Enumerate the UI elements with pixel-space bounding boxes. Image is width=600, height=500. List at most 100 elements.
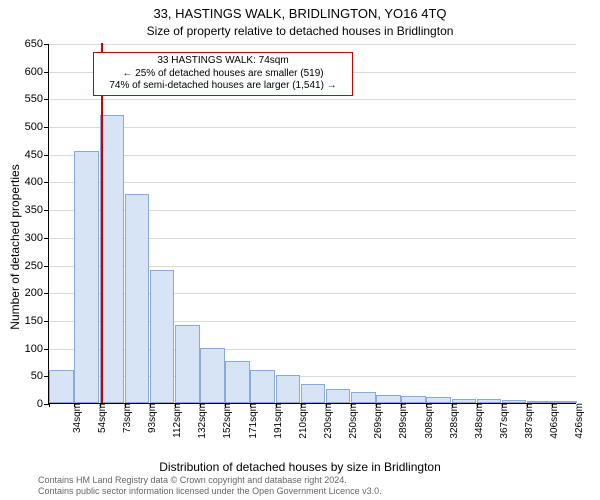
x-axis-label: Distribution of detached houses by size …: [0, 460, 600, 474]
x-tick-label: 54sqm: [91, 403, 108, 433]
histogram-bar: [150, 270, 175, 403]
histogram-bar: [200, 348, 225, 403]
x-tick-label: 171sqm: [242, 403, 259, 439]
x-tick-label: 348sqm: [468, 403, 485, 439]
annotation-line2: ← 25% of detached houses are smaller (51…: [98, 68, 348, 81]
y-tick-mark: [44, 404, 49, 405]
x-tick-mark: [250, 403, 251, 407]
copyright-line2: Contains public sector information licen…: [38, 486, 382, 496]
x-tick-mark: [452, 403, 453, 407]
y-tick-mark: [44, 99, 49, 100]
gridline: [49, 155, 576, 156]
y-tick-label: 600: [25, 66, 43, 78]
y-tick-mark: [44, 321, 49, 322]
x-tick-label: 328sqm: [443, 403, 460, 439]
x-tick-mark: [150, 403, 151, 407]
y-tick-label: 500: [25, 121, 43, 133]
histogram-bar: [49, 370, 74, 403]
x-tick-mark: [125, 403, 126, 407]
annotation-box: 33 HASTINGS WALK: 74sqm ← 25% of detache…: [93, 52, 353, 96]
y-tick-mark: [44, 238, 49, 239]
histogram-bar: [125, 194, 150, 403]
annotation-line1: 33 HASTINGS WALK: 74sqm: [98, 55, 348, 68]
x-tick-mark: [175, 403, 176, 407]
x-tick-mark: [225, 403, 226, 407]
x-tick-mark: [49, 403, 50, 407]
gridline: [49, 182, 576, 183]
x-tick-label: 210sqm: [292, 403, 309, 439]
histogram-bar: [175, 325, 200, 403]
x-tick-mark: [74, 403, 75, 407]
gridline: [49, 127, 576, 128]
y-tick-mark: [44, 44, 49, 45]
x-tick-mark: [401, 403, 402, 407]
histogram-bar: [225, 361, 250, 403]
x-tick-label: 406sqm: [543, 403, 560, 439]
y-tick-label: 450: [25, 149, 43, 161]
histogram-bar: [250, 370, 275, 403]
y-tick-label: 0: [37, 398, 43, 410]
x-tick-mark: [426, 403, 427, 407]
chart-container: 33, HASTINGS WALK, BRIDLINGTON, YO16 4TQ…: [0, 0, 600, 500]
x-tick-label: 269sqm: [367, 403, 384, 439]
x-tick-label: 387sqm: [518, 403, 535, 439]
x-tick-label: 112sqm: [166, 403, 183, 438]
x-tick-mark: [276, 403, 277, 407]
histogram-bar: [301, 384, 326, 403]
x-tick-mark: [502, 403, 503, 407]
chart-title-sub: Size of property relative to detached ho…: [0, 24, 600, 38]
x-tick-label: 73sqm: [116, 403, 133, 433]
x-tick-mark: [351, 403, 352, 407]
y-tick-label: 50: [31, 370, 43, 382]
y-tick-label: 400: [25, 176, 43, 188]
y-tick-label: 150: [25, 315, 43, 327]
x-tick-label: 308sqm: [418, 403, 435, 439]
x-tick-label: 367sqm: [493, 403, 510, 439]
x-tick-mark: [301, 403, 302, 407]
x-tick-mark: [100, 403, 101, 407]
x-tick-label: 230sqm: [317, 403, 334, 439]
y-tick-label: 350: [25, 204, 43, 216]
y-tick-mark: [44, 182, 49, 183]
histogram-bar: [326, 389, 351, 403]
histogram-bar: [100, 115, 125, 403]
x-tick-label: 426sqm: [568, 403, 585, 439]
property-marker-line: [101, 43, 103, 403]
y-tick-label: 300: [25, 232, 43, 244]
y-tick-mark: [44, 155, 49, 156]
gridline: [49, 99, 576, 100]
histogram-bar: [276, 375, 301, 403]
copyright-line1: Contains HM Land Registry data © Crown c…: [38, 475, 347, 485]
copyright-text: Contains HM Land Registry data © Crown c…: [38, 475, 598, 496]
plot-area: 0501001502002503003504004505005506006503…: [48, 44, 576, 404]
y-tick-mark: [44, 293, 49, 294]
x-tick-mark: [376, 403, 377, 407]
y-tick-mark: [44, 210, 49, 211]
x-tick-mark: [552, 403, 553, 407]
y-tick-mark: [44, 376, 49, 377]
x-tick-label: 250sqm: [342, 403, 359, 439]
histogram-bar: [74, 151, 99, 403]
gridline: [49, 44, 576, 45]
histogram-bar: [401, 396, 426, 403]
y-tick-mark: [44, 127, 49, 128]
y-tick-label: 100: [25, 343, 43, 355]
y-axis-label: Number of detached properties: [8, 137, 22, 357]
x-tick-label: 152sqm: [216, 403, 233, 439]
x-tick-mark: [326, 403, 327, 407]
x-tick-mark: [477, 403, 478, 407]
histogram-bar: [351, 392, 376, 403]
y-tick-mark: [44, 266, 49, 267]
y-tick-label: 250: [25, 260, 43, 272]
x-tick-label: 93sqm: [141, 403, 158, 433]
x-tick-mark: [200, 403, 201, 407]
y-tick-mark: [44, 72, 49, 73]
x-tick-label: 289sqm: [392, 403, 409, 439]
x-tick-mark: [527, 403, 528, 407]
y-tick-label: 650: [25, 38, 43, 50]
y-tick-label: 550: [25, 93, 43, 105]
y-tick-mark: [44, 349, 49, 350]
histogram-bar: [376, 395, 401, 403]
x-tick-label: 132sqm: [191, 403, 208, 439]
x-tick-label: 191sqm: [267, 403, 284, 439]
